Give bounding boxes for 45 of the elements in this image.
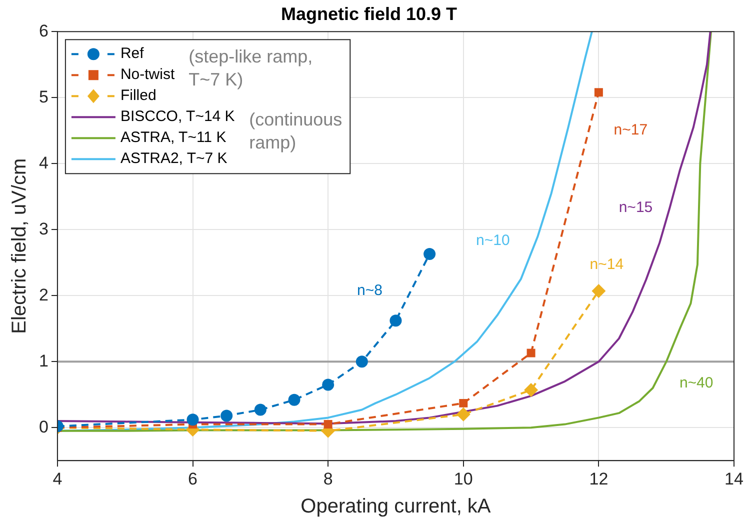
- legend-label: Filled: [120, 87, 156, 104]
- point: [594, 88, 603, 97]
- y-tick-label: 5: [38, 87, 48, 106]
- x-tick-label: 14: [724, 469, 744, 488]
- point: [524, 382, 538, 397]
- point: [254, 404, 266, 416]
- x-tick-label: 4: [52, 469, 62, 488]
- legend-label: ASTRA, T~11 K: [120, 129, 226, 146]
- x-axis-title: Operating current, kA: [300, 496, 492, 518]
- point: [186, 414, 199, 426]
- x-tick-label: 8: [323, 469, 333, 488]
- point: [526, 348, 536, 358]
- annotation: n~40: [679, 374, 714, 392]
- point: [288, 394, 300, 406]
- point: [390, 314, 402, 327]
- point: [592, 284, 606, 298]
- point: [324, 420, 332, 429]
- point: [424, 248, 436, 260]
- point: [220, 410, 233, 422]
- x-tick-label: 6: [188, 469, 198, 488]
- legend-label: Ref: [120, 45, 145, 62]
- point: [456, 407, 470, 422]
- chart-title: Magnetic field 10.9 T: [280, 4, 458, 24]
- legend-label: ASTRA2, T~7 K: [120, 150, 228, 168]
- legend-label: No-twist: [120, 66, 176, 84]
- annotation: n~17: [614, 121, 648, 138]
- y-tick-label: 3: [38, 219, 48, 238]
- legend-label: BISCCO, T~14 K: [120, 108, 235, 126]
- annotation: n~14: [590, 256, 624, 274]
- y-tick-label: 0: [38, 417, 48, 436]
- y-tick-label: 4: [38, 153, 48, 172]
- x-tick-label: 12: [589, 469, 608, 488]
- y-tick-label: 2: [38, 285, 48, 304]
- annotation: n~15: [618, 198, 653, 216]
- y-tick-label: 1: [38, 351, 48, 370]
- y-tick-label: 6: [38, 21, 48, 40]
- annotation: (continuous ramp): [249, 110, 342, 153]
- annotation: n~8: [357, 282, 382, 299]
- point: [356, 356, 368, 368]
- y-axis-title: Electric field, uV/cm: [8, 158, 31, 334]
- point: [459, 398, 468, 408]
- annotation: n~10: [476, 232, 510, 250]
- x-tick-label: 10: [454, 469, 473, 488]
- point: [322, 378, 334, 391]
- annotation: (step-like ramp, T~7 K): [188, 46, 313, 90]
